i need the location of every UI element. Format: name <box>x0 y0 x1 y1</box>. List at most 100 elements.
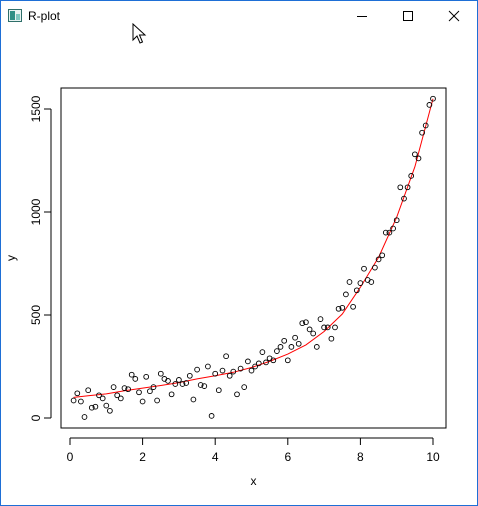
data-point <box>255 360 262 367</box>
data-point <box>415 155 422 162</box>
x-tick-label: 10 <box>426 450 440 464</box>
x-tick-label: 2 <box>139 450 146 464</box>
data-point <box>386 229 393 236</box>
data-point <box>393 217 400 224</box>
data-point <box>132 376 139 382</box>
data-point <box>430 95 436 102</box>
data-point <box>78 398 84 405</box>
data-point <box>197 382 204 388</box>
data-point <box>212 370 219 377</box>
data-point <box>70 397 77 404</box>
data-point <box>168 391 175 398</box>
data-point <box>404 184 411 191</box>
data-point <box>154 397 160 404</box>
data-point <box>125 386 131 393</box>
data-point <box>317 316 324 322</box>
x-axis-label: x <box>251 474 257 488</box>
data-point <box>397 184 404 191</box>
plot-area: 0 2 4 6 8 10 0 500 1000 1500 x y <box>1 31 477 505</box>
x-tick-label: 4 <box>212 450 219 464</box>
data-point <box>328 335 335 342</box>
data-point <box>401 195 407 202</box>
data-point <box>165 378 171 384</box>
data-point <box>245 358 251 365</box>
data-point <box>324 324 331 331</box>
data-point <box>259 349 266 355</box>
data-point <box>208 413 215 419</box>
data-point <box>103 402 110 409</box>
data-point <box>346 279 353 285</box>
data-point <box>81 414 88 420</box>
data-point <box>226 372 233 379</box>
data-point <box>237 365 244 372</box>
window-title: R-plot <box>28 9 61 23</box>
data-point <box>419 129 425 136</box>
data-point <box>375 256 382 263</box>
data-point <box>215 387 222 394</box>
title-bar[interactable]: R-plot <box>1 1 477 31</box>
y-tick-label: 1500 <box>29 95 43 122</box>
data-point <box>306 326 313 333</box>
data-point <box>372 264 378 271</box>
data-point <box>339 304 346 311</box>
data-point <box>99 395 106 402</box>
data-point <box>368 279 375 285</box>
data-point <box>186 372 193 379</box>
data-point <box>408 173 415 179</box>
data-point <box>92 403 99 410</box>
data-point <box>74 390 81 397</box>
data-point <box>190 396 197 403</box>
data-point <box>205 363 211 370</box>
y-tick-label: 1000 <box>29 198 43 225</box>
data-point <box>234 391 240 398</box>
data-point <box>201 383 208 389</box>
x-tick-label: 6 <box>284 450 291 464</box>
data-point <box>288 344 295 350</box>
data-point <box>310 330 317 337</box>
x-tick-label: 0 <box>67 450 74 464</box>
data-point <box>299 320 306 327</box>
data-point <box>128 371 135 378</box>
data-point <box>412 151 418 158</box>
data-point <box>176 377 182 383</box>
data-point <box>350 303 356 310</box>
y-tick-label: 500 <box>29 305 43 325</box>
data-point <box>114 392 121 399</box>
data-point <box>107 407 113 414</box>
scatter-plot: 0 2 4 6 8 10 0 500 1000 1500 x y <box>4 87 447 488</box>
data-point <box>361 265 367 272</box>
data-point <box>172 381 179 387</box>
data-point <box>335 305 342 312</box>
data-point <box>313 344 320 350</box>
mouse-cursor-icon <box>132 23 147 44</box>
close-button[interactable] <box>431 1 477 31</box>
data-point <box>121 385 128 391</box>
minimize-icon <box>357 16 367 17</box>
y-tick-label: 0 <box>29 414 43 421</box>
data-point <box>343 291 349 298</box>
data-point <box>143 373 150 380</box>
data-point <box>270 357 277 364</box>
data-point <box>277 344 284 350</box>
data-point <box>157 370 164 377</box>
data-point <box>147 388 153 395</box>
data-point <box>223 353 229 360</box>
data-point <box>230 368 237 375</box>
data-point <box>382 229 389 236</box>
data-point <box>284 357 291 364</box>
data-point <box>248 367 255 374</box>
data-point <box>136 389 142 396</box>
data-point <box>332 324 338 331</box>
data-point <box>379 252 386 259</box>
maximize-button[interactable] <box>385 1 431 31</box>
minimize-button[interactable] <box>339 1 385 31</box>
fitted-curve <box>73 98 434 398</box>
data-point <box>422 122 429 129</box>
x-tick-label: 8 <box>357 450 364 464</box>
data-point <box>139 398 146 405</box>
data-point <box>88 404 95 411</box>
data-point <box>281 337 288 344</box>
data-point <box>194 366 200 373</box>
data-point <box>241 384 248 390</box>
data-point <box>292 334 298 341</box>
